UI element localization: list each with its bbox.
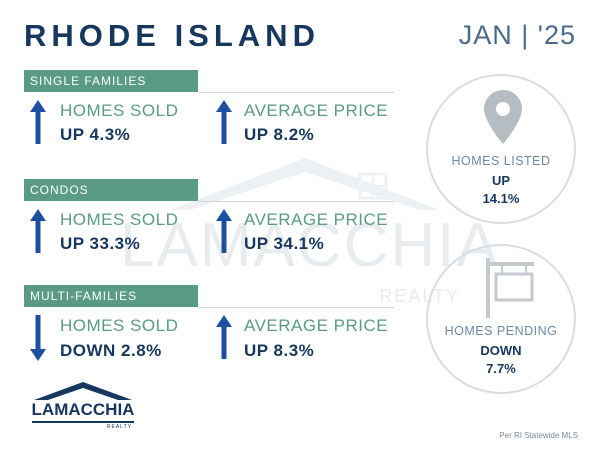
average-price-label: AVERAGE PRICE bbox=[244, 210, 389, 229]
section-header-multi-families: MULTI-FAMILIES bbox=[24, 285, 198, 307]
average-price-label: AVERAGE PRICE bbox=[244, 316, 389, 335]
section-divider bbox=[198, 92, 394, 93]
homes-pending-circle: HOMES PENDING DOWN 7.7% bbox=[426, 244, 576, 394]
homes-listed-value: 14.1% bbox=[482, 191, 520, 206]
homes-sold-value: DOWN 2.8% bbox=[60, 341, 162, 360]
homes-sold-label: HOMES SOLD bbox=[60, 316, 179, 335]
homes-sold-label: HOMES SOLD bbox=[60, 101, 179, 120]
homes-pending-value: 7.7% bbox=[486, 361, 516, 376]
for-sale-sign-icon bbox=[476, 256, 540, 323]
source-note: Per RI Statewide MLS bbox=[499, 431, 578, 440]
homes-listed-label: HOMES LISTED bbox=[451, 154, 551, 168]
logo-sub: REALTY bbox=[106, 424, 132, 430]
up-arrow-icon bbox=[216, 315, 232, 364]
report-date: JAN | '25 bbox=[458, 20, 576, 50]
up-arrow-icon bbox=[216, 100, 232, 149]
section-header-single-families: SINGLE FAMILIES bbox=[24, 70, 198, 92]
watermark-name: LAMACCHIA bbox=[120, 211, 500, 280]
logo-underline bbox=[32, 421, 134, 423]
up-arrow-icon bbox=[30, 209, 46, 258]
company-logo: LAMACCHIA REALTY bbox=[28, 380, 138, 436]
homes-sold-label: HOMES SOLD bbox=[60, 210, 179, 229]
average-price-value: UP 34.1% bbox=[244, 234, 325, 253]
average-price-value: UP 8.2% bbox=[244, 125, 315, 144]
logo-house-icon bbox=[34, 382, 132, 400]
background-watermark: LAMACCHIA REALTY bbox=[120, 140, 500, 320]
section-divider bbox=[198, 201, 394, 202]
homes-listed-circle: HOMES LISTED UP 14.1% bbox=[426, 74, 576, 224]
homes-pending-direction: DOWN bbox=[480, 343, 522, 358]
page-title: RHODE ISLAND bbox=[24, 18, 320, 53]
average-price-value: UP 8.3% bbox=[244, 341, 315, 360]
homes-sold-value: UP 33.3% bbox=[60, 234, 141, 253]
average-price-label: AVERAGE PRICE bbox=[244, 101, 389, 120]
watermark-house-icon bbox=[170, 158, 440, 210]
down-arrow-icon bbox=[30, 315, 46, 366]
homes-pending-label: HOMES PENDING bbox=[444, 324, 558, 338]
homes-sold-value: UP 4.3% bbox=[60, 125, 131, 144]
up-arrow-icon bbox=[30, 100, 46, 149]
section-header-condos: CONDOS bbox=[24, 179, 198, 201]
up-arrow-icon bbox=[216, 209, 232, 258]
section-divider bbox=[198, 307, 394, 308]
map-pin-icon bbox=[484, 90, 522, 149]
logo-name: LAMACCHIA bbox=[31, 400, 135, 419]
homes-listed-direction: UP bbox=[491, 173, 511, 188]
